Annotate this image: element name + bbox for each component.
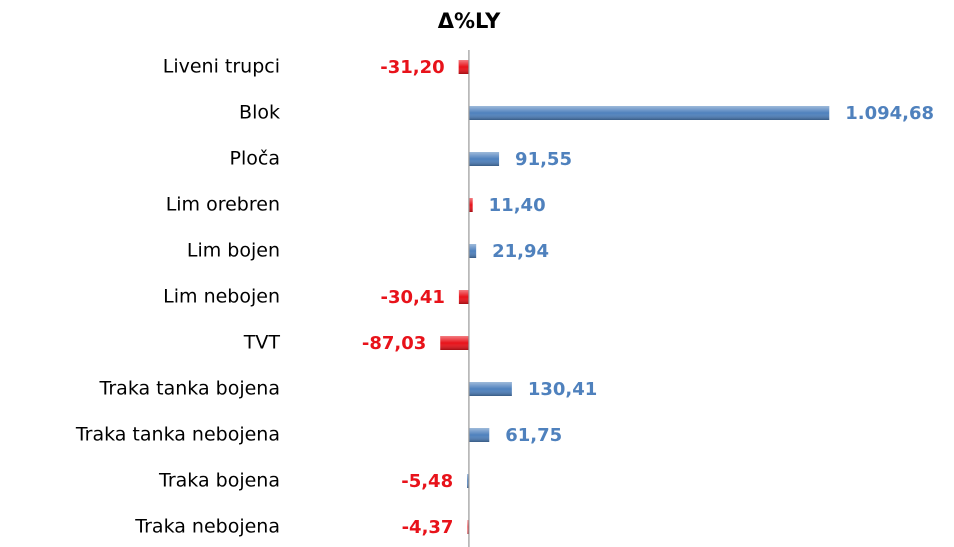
bar-shade [468, 428, 490, 442]
value-label: -30,41 [381, 287, 445, 308]
value-label: 130,41 [528, 379, 597, 400]
chart-title: Δ%LY [438, 9, 501, 33]
value-label: 91,55 [515, 149, 572, 170]
category-label: Traka tanka bojena [99, 378, 280, 400]
value-label: -4,37 [402, 517, 454, 538]
bar-shade [458, 290, 469, 304]
bar-shade [467, 474, 469, 488]
bar-shade [467, 520, 469, 534]
value-label: 11,40 [489, 195, 546, 216]
bar-shade [468, 198, 473, 212]
bar-shade [440, 336, 469, 350]
value-label: 1.094,68 [845, 103, 934, 124]
value-label: 21,94 [492, 241, 549, 262]
value-label: -5,48 [401, 471, 453, 492]
category-label: Liveni trupci [163, 56, 280, 78]
category-label: TVT [243, 332, 281, 354]
value-label: -31,20 [380, 57, 444, 78]
category-label: Traka tanka nebojena [75, 424, 280, 446]
category-label: Blok [239, 102, 280, 124]
category-label: Lim bojen [187, 240, 280, 262]
category-label: Ploča [230, 148, 280, 170]
category-label: Lim orebren [166, 194, 280, 216]
bar-shade [468, 244, 477, 258]
bar-shade [468, 382, 512, 396]
category-label: Lim nebojen [163, 286, 280, 308]
bar-shade [468, 106, 830, 120]
bar-shade [468, 152, 500, 166]
category-label: Traka bojena [158, 470, 280, 492]
category-label: Traka nebojena [134, 516, 280, 538]
value-label: -87,03 [362, 333, 426, 354]
value-label: 61,75 [505, 425, 562, 446]
bar-shade [458, 60, 469, 74]
